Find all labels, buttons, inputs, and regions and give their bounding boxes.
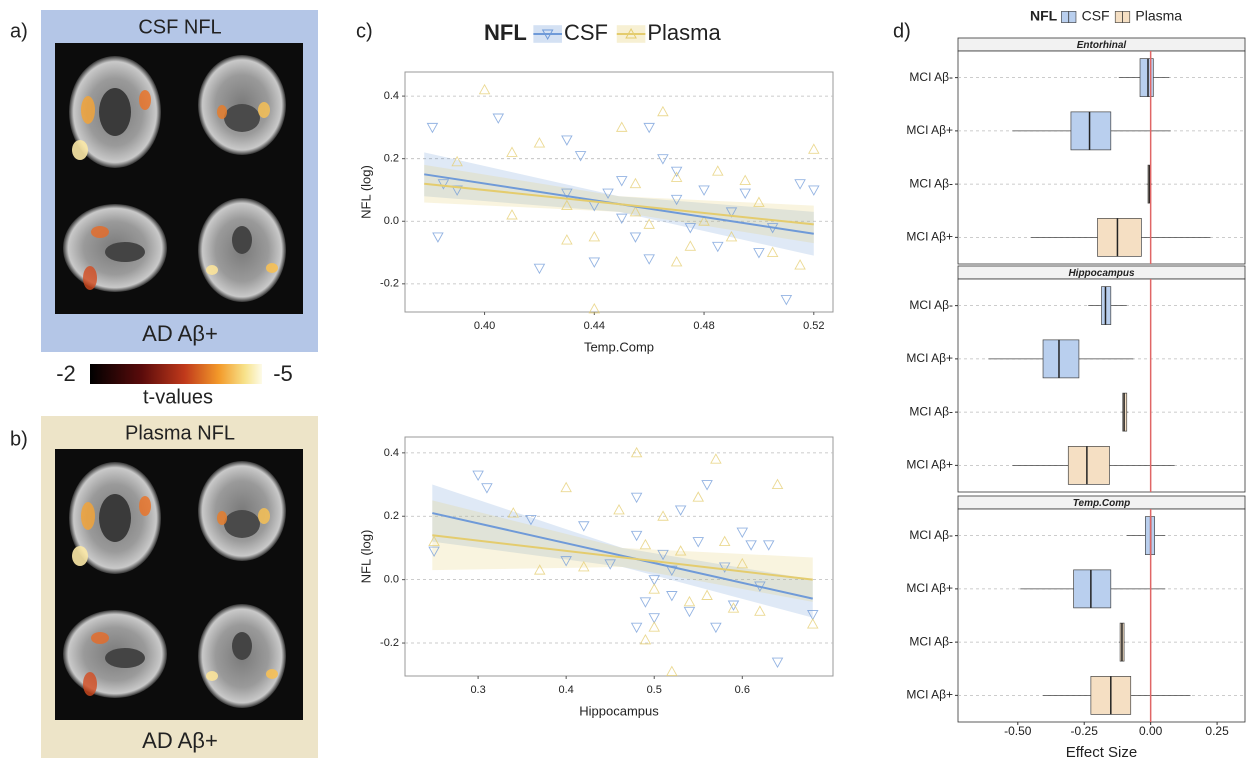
figure: CSF NFL AD Aβ+ -2 -5 t-values Plasma NFL… xyxy=(0,0,1246,764)
colorbar-label: t-values xyxy=(143,386,213,408)
y-tick-label: 0.4 xyxy=(384,447,399,459)
box xyxy=(1074,570,1111,608)
x-tick-label: -0.25 xyxy=(1071,724,1099,738)
box xyxy=(1071,112,1111,150)
colorbar: -2 -5 t-values xyxy=(56,361,293,408)
x-tick-label: 0.3 xyxy=(470,684,485,696)
y-tick-label: 0.2 xyxy=(384,153,399,165)
legend-label: Plasma xyxy=(647,20,721,45)
colorbar-max: -5 xyxy=(273,361,293,386)
x-tick-label: 0.48 xyxy=(693,320,714,332)
y-tick-label: MCI Aβ+ xyxy=(906,351,953,365)
y-tick-label: MCI Aβ- xyxy=(909,528,953,542)
y-tick-label: MCI Aβ+ xyxy=(906,123,953,137)
legend-label: Plasma xyxy=(1135,8,1182,24)
x-tick-label: 0.52 xyxy=(803,320,824,332)
legend-title: NFL xyxy=(1030,8,1058,24)
legend-label: CSF xyxy=(564,20,608,45)
y-tick-label: MCI Aβ+ xyxy=(906,688,953,702)
y-tick-label: MCI Aβ+ xyxy=(906,230,953,244)
map-caption: AD Aβ+ xyxy=(142,728,218,753)
y-tick-label: MCI Aβ+ xyxy=(906,581,953,595)
colorbar-gradient xyxy=(90,364,262,384)
map-title: CSF NFL xyxy=(138,16,221,38)
y-tick-label: 0.2 xyxy=(384,510,399,522)
facet-title: Hippocampus xyxy=(1068,268,1135,279)
y-axis-label: NFL (log) xyxy=(358,530,373,584)
facet-title: Entorhinal xyxy=(1077,40,1127,51)
x-axis-label: Effect Size xyxy=(1066,744,1137,761)
panel-a: CSF NFL AD Aβ+ xyxy=(41,10,318,352)
brain-map xyxy=(55,449,303,720)
facet-title: Temp.Comp xyxy=(1073,498,1130,509)
y-tick-label: 0.4 xyxy=(384,90,399,102)
x-tick-label: -0.50 xyxy=(1004,724,1032,738)
x-tick-label: 0.40 xyxy=(474,320,495,332)
x-tick-label: 0.6 xyxy=(735,684,750,696)
y-tick-label: MCI Aβ- xyxy=(909,298,953,312)
y-tick-label: -0.2 xyxy=(380,637,399,649)
panel-label: b) xyxy=(10,428,28,450)
colorbar-min: -2 xyxy=(56,361,76,386)
panel-label: a) xyxy=(10,20,28,42)
x-axis-label: Hippocampus xyxy=(579,703,659,718)
y-tick-label: MCI Aβ+ xyxy=(906,458,953,472)
y-tick-label: 0.0 xyxy=(384,574,399,586)
y-tick-label: MCI Aβ- xyxy=(909,70,953,84)
panel-label: d) xyxy=(893,20,911,42)
x-tick-label: 0.25 xyxy=(1205,724,1229,738)
panel-b: Plasma NFL AD Aβ+ xyxy=(41,416,318,758)
x-tick-label: 0.5 xyxy=(647,684,662,696)
map-title: Plasma NFL xyxy=(125,422,235,444)
brain-map xyxy=(55,43,303,314)
x-axis-label: Temp.Comp xyxy=(584,339,654,354)
box xyxy=(1043,340,1079,378)
legend-label: CSF xyxy=(1082,8,1110,24)
map-caption: AD Aβ+ xyxy=(142,321,218,346)
legend-title: NFL xyxy=(484,20,527,45)
y-tick-label: MCI Aβ- xyxy=(909,634,953,648)
y-tick-label: MCI Aβ- xyxy=(909,176,953,190)
x-tick-label: 0.00 xyxy=(1139,724,1163,738)
y-tick-label: -0.2 xyxy=(380,278,399,290)
box xyxy=(1068,446,1109,484)
y-tick-label: MCI Aβ- xyxy=(909,404,953,418)
y-axis-label: NFL (log) xyxy=(358,165,373,219)
x-tick-label: 0.44 xyxy=(584,320,605,332)
box xyxy=(1098,218,1142,256)
y-tick-label: 0.0 xyxy=(384,215,399,227)
x-tick-label: 0.4 xyxy=(559,684,574,696)
panel-label: c) xyxy=(356,20,373,42)
